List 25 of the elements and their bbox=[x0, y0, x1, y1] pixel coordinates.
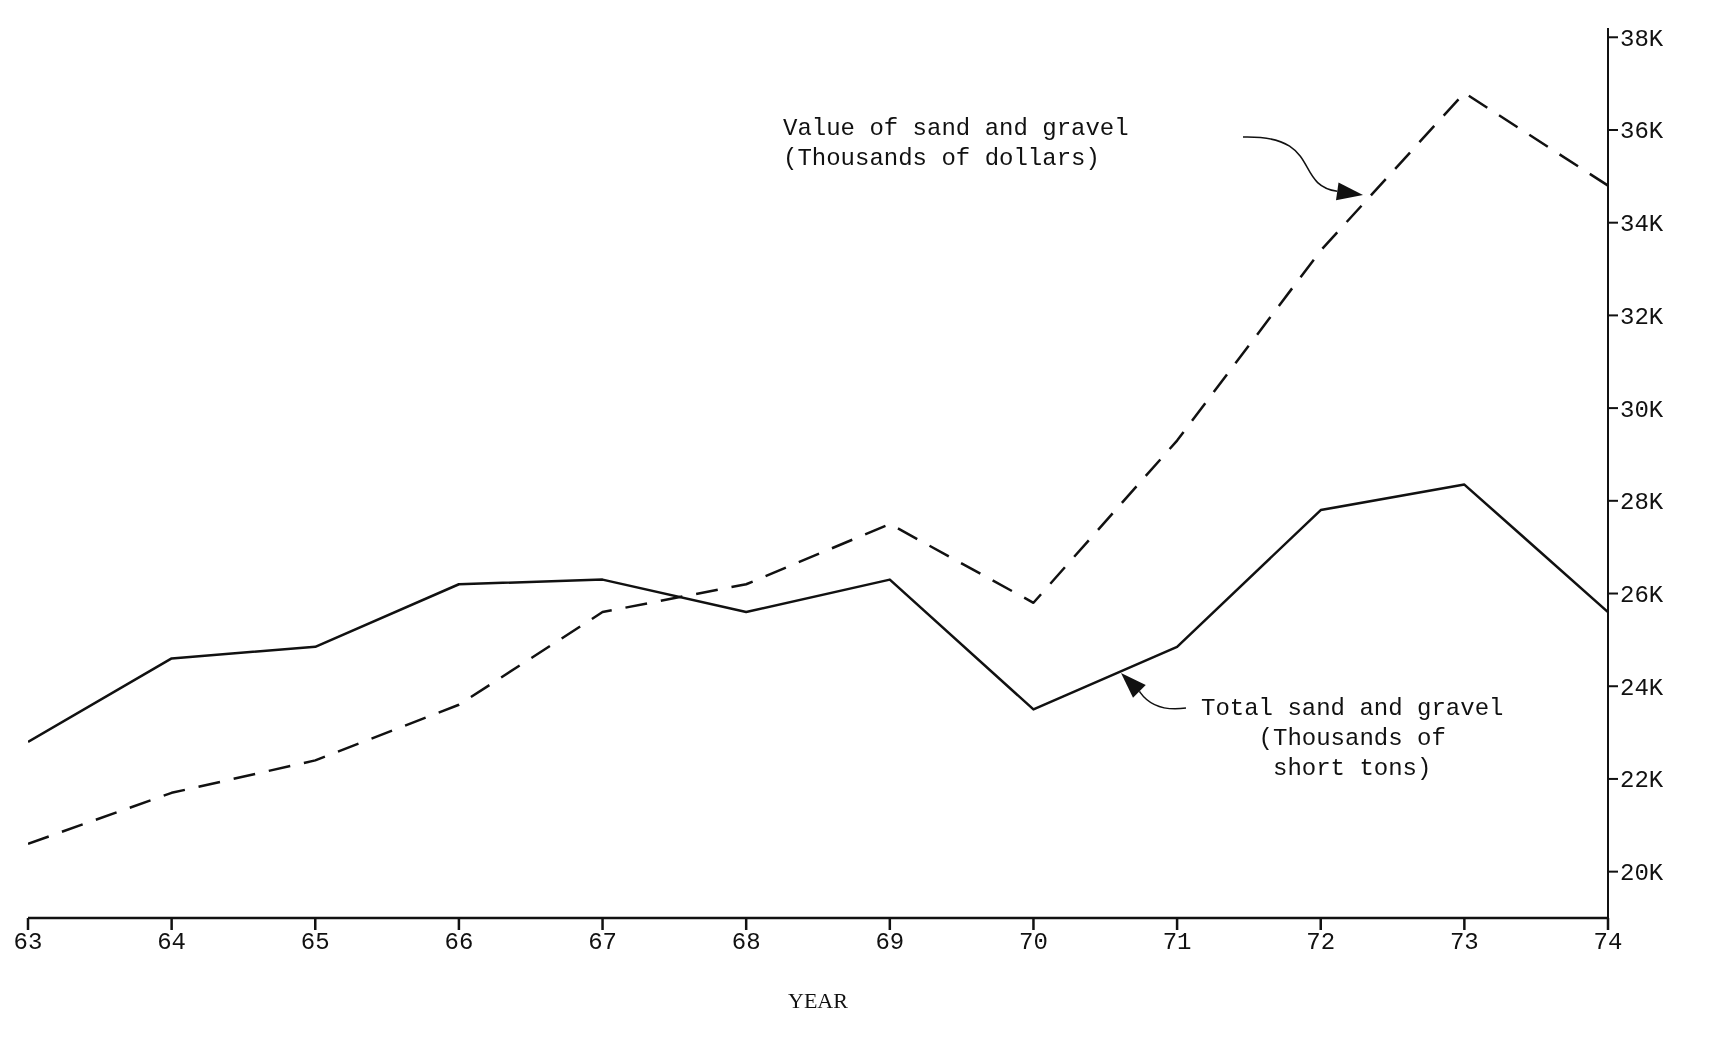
x-tick-label: 73 bbox=[1449, 929, 1479, 957]
x-tick-label: 70 bbox=[1019, 929, 1048, 957]
x-tick-label: 66 bbox=[444, 929, 474, 957]
x-tick-label: 65 bbox=[300, 929, 330, 957]
x-tick-label: 69 bbox=[875, 929, 905, 957]
x-tick-label: 68 bbox=[731, 929, 761, 957]
x-tick-label: 67 bbox=[588, 929, 617, 957]
y-tick-label: 34K bbox=[1620, 211, 1664, 239]
x-tick-label: 63 bbox=[13, 929, 43, 957]
y-tick-label: 38K bbox=[1620, 25, 1664, 53]
x-tick-label: 64 bbox=[157, 929, 187, 957]
x-tick-label: 74 bbox=[1593, 929, 1623, 957]
x-tick-label: 71 bbox=[1162, 929, 1192, 957]
y-tick-label: 32K bbox=[1620, 303, 1664, 331]
annotation: Value of sand and gravel (Thousands of dollars) bbox=[783, 115, 1129, 172]
y-tick-label: 28K bbox=[1620, 489, 1664, 517]
x-axis-title: YEAR bbox=[788, 988, 849, 1013]
y-tick-label: 30K bbox=[1620, 396, 1664, 424]
y-tick-label: 20K bbox=[1620, 860, 1664, 888]
annotation: Total sand and gravel (Thousands of short tons) bbox=[1201, 695, 1504, 782]
y-tick-label: 22K bbox=[1620, 767, 1664, 795]
y-tick-label: 24K bbox=[1620, 674, 1664, 702]
y-tick-label: 36K bbox=[1620, 118, 1664, 146]
x-tick-label: 72 bbox=[1306, 929, 1336, 957]
y-tick-label: 26K bbox=[1620, 582, 1664, 610]
